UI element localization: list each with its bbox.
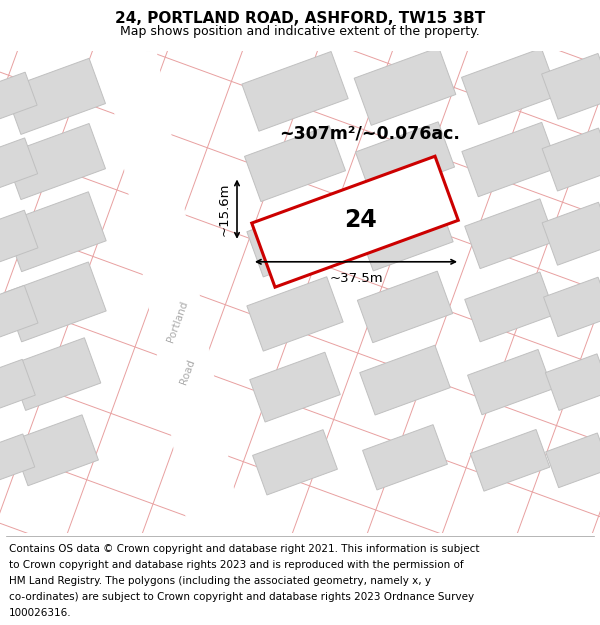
Bar: [9, 338, 101, 411]
Bar: [360, 345, 450, 415]
Text: Portland: Portland: [166, 300, 190, 344]
Bar: [465, 272, 555, 342]
Bar: [461, 48, 559, 124]
Bar: [542, 128, 600, 191]
Bar: [245, 126, 346, 202]
Bar: [0, 138, 38, 189]
Bar: [354, 48, 456, 126]
Bar: [465, 199, 555, 269]
Bar: [545, 354, 600, 411]
Text: 24, PORTLAND ROAD, ASHFORD, TW15 3BT: 24, PORTLAND ROAD, ASHFORD, TW15 3BT: [115, 11, 485, 26]
Bar: [5, 124, 106, 199]
Text: Contains OS data © Crown copyright and database right 2021. This information is : Contains OS data © Crown copyright and d…: [9, 544, 479, 554]
Text: ~307m²/~0.076ac.: ~307m²/~0.076ac.: [280, 124, 460, 142]
Bar: [250, 352, 340, 422]
Bar: [11, 415, 98, 486]
Bar: [357, 196, 453, 271]
Text: 100026316.: 100026316.: [9, 608, 71, 618]
Bar: [253, 429, 337, 495]
Bar: [467, 349, 553, 415]
Bar: [247, 202, 343, 277]
Text: HM Land Registry. The polygons (including the associated geometry, namely x, y: HM Land Registry. The polygons (includin…: [9, 576, 431, 586]
Bar: [0, 359, 35, 409]
Bar: [470, 429, 550, 491]
Text: Map shows position and indicative extent of the property.: Map shows position and indicative extent…: [120, 26, 480, 39]
Text: ~15.6m: ~15.6m: [218, 182, 230, 236]
Bar: [247, 277, 343, 351]
Bar: [252, 156, 458, 287]
Bar: [355, 122, 455, 198]
Bar: [4, 262, 106, 342]
Bar: [242, 51, 348, 131]
Bar: [542, 54, 600, 119]
Bar: [462, 122, 558, 197]
Bar: [0, 210, 38, 263]
Bar: [544, 277, 600, 337]
Text: co-ordinates) are subject to Crown copyright and database rights 2023 Ordnance S: co-ordinates) are subject to Crown copyr…: [9, 592, 474, 602]
Bar: [362, 424, 448, 490]
Bar: [542, 202, 600, 265]
Bar: [0, 72, 37, 121]
Bar: [0, 434, 35, 481]
Polygon shape: [104, 51, 241, 532]
Bar: [5, 58, 106, 134]
Bar: [545, 433, 600, 488]
Bar: [0, 286, 38, 339]
Bar: [4, 192, 106, 272]
Bar: [358, 271, 452, 342]
Text: Road: Road: [179, 358, 197, 386]
Text: to Crown copyright and database rights 2023 and is reproduced with the permissio: to Crown copyright and database rights 2…: [9, 560, 464, 570]
Text: 24: 24: [344, 208, 376, 232]
Text: ~37.5m: ~37.5m: [329, 272, 383, 286]
